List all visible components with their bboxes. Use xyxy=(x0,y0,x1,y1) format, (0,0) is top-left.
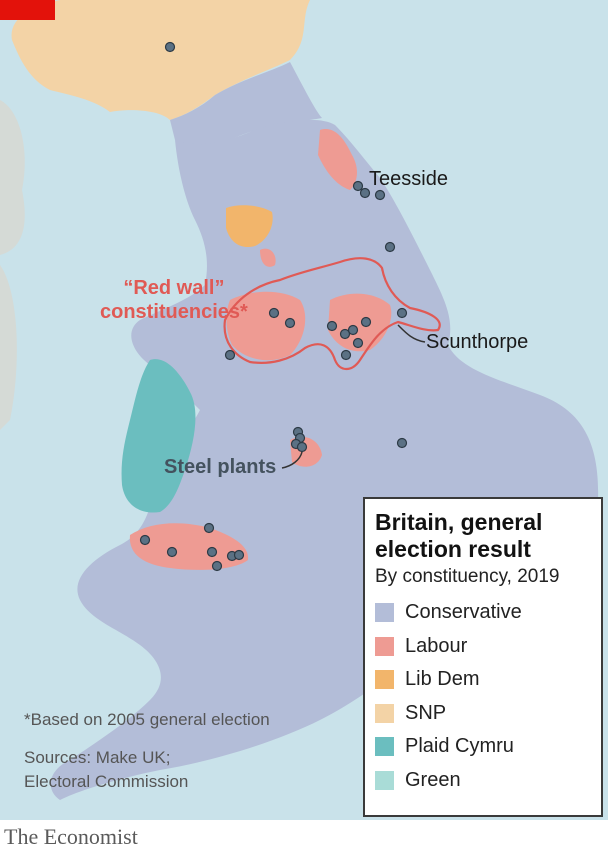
footnote: *Based on 2005 general election xyxy=(24,710,270,729)
legend-label: Green xyxy=(405,768,461,791)
steel-plant-marker xyxy=(166,546,178,558)
steel-plants-label: Steel plants xyxy=(164,456,277,478)
steel-plant-marker xyxy=(352,180,364,192)
steel-plant-marker xyxy=(384,241,396,253)
economist-red-tag xyxy=(0,0,55,20)
teesside-label: Teesside xyxy=(369,168,448,190)
legend-title: Britain, general election result xyxy=(375,509,591,563)
legend: Britain, general election result By cons… xyxy=(363,497,603,817)
legend-swatch xyxy=(375,737,394,757)
legend-item-lib-dem: Lib Dem xyxy=(375,663,591,697)
scottish-borders-conservative xyxy=(170,62,322,148)
map-canvas xyxy=(0,0,608,820)
red-wall-outline xyxy=(223,257,441,371)
legend-swatch xyxy=(375,603,394,623)
scunthorpe-label: Scunthorpe xyxy=(426,331,529,353)
legend-swatch xyxy=(375,770,394,790)
north-west-labour xyxy=(226,291,306,361)
legend-swatch xyxy=(375,703,394,723)
steel-plant-marker xyxy=(233,549,245,561)
steel-plant-marker xyxy=(339,328,351,340)
scunthorpe-leader-line xyxy=(397,324,426,343)
scotland-snp-region xyxy=(11,0,311,120)
red-wall-label: “Red wall” constituencies* xyxy=(100,276,248,324)
legend-label: Lib Dem xyxy=(405,668,480,691)
sources-line2: Electoral Commission xyxy=(24,772,189,791)
wales-plaid-cymru xyxy=(121,359,196,513)
legend-title-line2: election result xyxy=(375,536,531,562)
steel-plant-marker xyxy=(347,324,359,336)
legend-items: Conservative Labour Lib Dem SNP Plaid Cy… xyxy=(375,596,591,797)
legend-item-conservative: Conservative xyxy=(375,596,591,630)
steel-plant-marker xyxy=(396,307,408,319)
legend-subtitle: By constituency, 2019 xyxy=(375,566,560,587)
legend-label: Labour xyxy=(405,634,468,657)
red-wall-label-line1: “Red wall” xyxy=(123,277,225,299)
legend-item-green: Green xyxy=(375,764,591,798)
legend-item-plaid-cymru: Plaid Cymru xyxy=(375,730,591,764)
red-wall-label-line2: constituencies* xyxy=(100,301,248,323)
legend-label: SNP xyxy=(405,701,447,724)
steel-plant-marker xyxy=(374,189,386,201)
legend-item-snp: SNP xyxy=(375,697,591,731)
sources-line1: Sources: Make UK; xyxy=(24,748,171,767)
steel-plant-marker xyxy=(206,546,218,558)
steel-plant-marker xyxy=(284,317,296,329)
steel-plant-marker xyxy=(326,320,338,332)
steel-plant-marker xyxy=(139,534,151,546)
steel-plant-marker xyxy=(359,187,371,199)
steel-plant-marker xyxy=(268,307,280,319)
steel-plant-marker xyxy=(211,560,223,572)
north-east-labour xyxy=(318,129,357,190)
steel-plant-marker xyxy=(296,441,308,453)
steel-plant-marker xyxy=(164,41,176,53)
brand-wordmark: The Economist xyxy=(4,824,138,849)
other-land-ireland xyxy=(0,265,17,430)
legend-item-labour: Labour xyxy=(375,630,591,664)
lake-district-lib-dem xyxy=(226,205,273,248)
legend-swatch xyxy=(375,636,394,656)
legend-swatch xyxy=(375,670,394,690)
legend-title-line1: Britain, general xyxy=(375,509,543,535)
lancashire-labour xyxy=(260,248,276,267)
steel-plant-marker xyxy=(203,522,215,534)
south-wales-labour xyxy=(129,523,249,570)
steel-plant-marker xyxy=(224,349,236,361)
steel-plant-marker xyxy=(352,337,364,349)
other-land-ireland-north xyxy=(0,100,25,255)
sources: Sources: Make UK; Electoral Commission xyxy=(24,746,188,794)
legend-label: Conservative xyxy=(405,601,522,624)
steel-plant-marker xyxy=(360,316,372,328)
steel-plant-markers xyxy=(139,41,408,572)
steel-plants-leader-line xyxy=(281,451,303,469)
legend-label: Plaid Cymru xyxy=(405,735,514,758)
map: Teesside “Red wall” constituencies* Scun… xyxy=(0,0,608,820)
steel-plant-marker xyxy=(340,349,352,361)
steel-plant-marker xyxy=(396,437,408,449)
